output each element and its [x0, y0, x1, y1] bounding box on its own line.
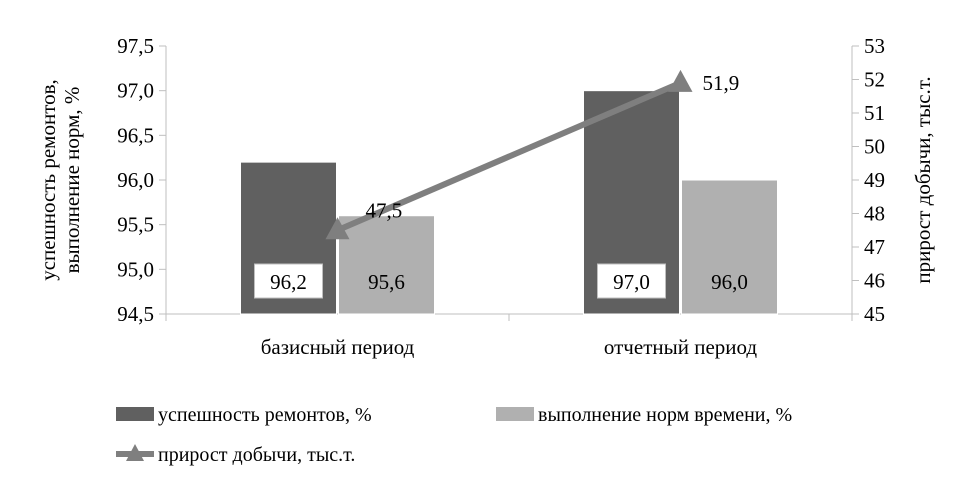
y-right-tick-label: 52 — [864, 68, 885, 92]
plot-area: 94,5 95,0 95,5 96,0 96,5 97,0 97,5 45 46 47 48 49 50… — [117, 34, 885, 359]
data-label: 97,0 — [613, 270, 650, 294]
y-left-tick-label: 94,5 — [117, 302, 154, 326]
y-left-tick-label: 96,5 — [117, 123, 154, 147]
legend-label: прирост добычи, тыс.т. — [158, 444, 355, 466]
bar — [338, 215, 435, 315]
data-label: 96,0 — [711, 270, 748, 294]
y-left-tick-label: 95,5 — [117, 213, 154, 237]
legend: успешность ремонтов, % выполнение норм вр… — [116, 404, 792, 466]
y-right-tick-label: 50 — [864, 135, 885, 159]
y-left-tick-label: 97,5 — [117, 34, 154, 58]
y-left-tick-label: 97,0 — [117, 79, 154, 103]
data-label: 51,9 — [703, 71, 740, 95]
series-point — [325, 217, 350, 240]
x-tick-label: отчетный период — [604, 335, 757, 359]
y-left-tick-label: 96,0 — [117, 168, 154, 192]
y-axis-left-title-line-2: выполнение норм, % — [60, 87, 84, 274]
data-label-box — [597, 263, 666, 299]
legend-swatch — [116, 407, 154, 421]
x-tick-label: базисный период — [261, 335, 415, 359]
y-right-tick-label: 47 — [864, 235, 885, 259]
series-point — [668, 69, 693, 92]
y-right-tick-label: 49 — [864, 168, 885, 192]
y-right-tick-label: 48 — [864, 202, 885, 226]
y-axis-left-title: успешность ремонтов, выполнение норм, % — [36, 79, 84, 281]
y-axis-right-title: прирост добычи, тыс.т. — [911, 76, 935, 283]
legend-swatch — [496, 407, 534, 421]
y-right-tick-label: 46 — [864, 269, 885, 293]
data-label: 96,2 — [270, 270, 307, 294]
y-left-tick-label: 95,0 — [117, 257, 154, 281]
data-label-box — [254, 263, 323, 299]
bar — [681, 179, 778, 315]
data-label: 95,6 — [368, 270, 405, 294]
legend-label: выполнение норм времени, % — [538, 404, 792, 426]
y-right-tick-label: 53 — [864, 34, 885, 58]
legend-label: успешность ремонтов, % — [158, 404, 372, 426]
y-axis-left-title-line-1: успешность ремонтов, — [36, 79, 60, 281]
legend-swatch-marker — [126, 444, 144, 461]
y-right-tick-label: 45 — [864, 302, 885, 326]
data-label: 47,5 — [366, 198, 403, 222]
series-line — [336, 80, 682, 234]
y-right-tick-label: 51 — [864, 101, 885, 125]
